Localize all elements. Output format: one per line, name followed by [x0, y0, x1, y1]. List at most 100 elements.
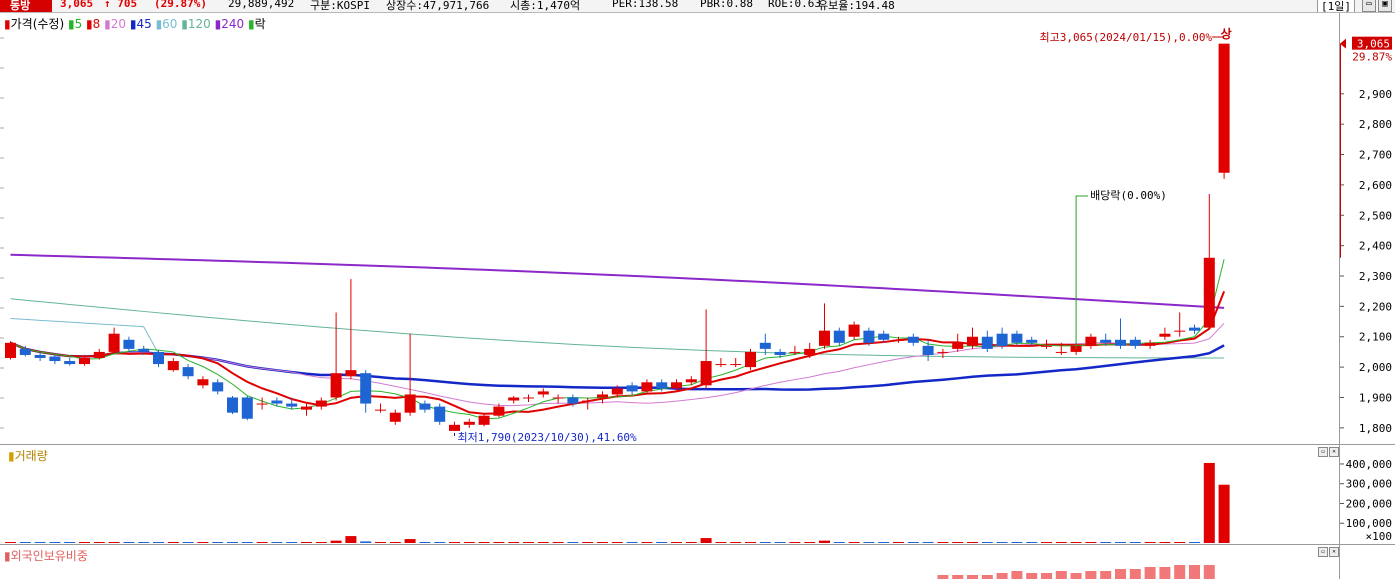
volume-bar	[1203, 462, 1215, 543]
panel-close-icon[interactable]: ✕	[1329, 447, 1339, 457]
volume-bar	[375, 542, 386, 543]
candle-body	[49, 356, 61, 362]
volume-bar	[552, 542, 564, 543]
candle-body	[1055, 351, 1067, 353]
minimize-icon[interactable]: ▭	[1362, 0, 1376, 12]
candle-body	[241, 397, 253, 419]
legend-ma8[interactable]: 8	[92, 17, 101, 31]
candle-body	[537, 391, 549, 395]
candle-body	[375, 409, 386, 411]
y-axis-line	[1339, 13, 1340, 579]
foreign-title-icon: ▮	[4, 549, 11, 563]
foreign-bar	[1144, 567, 1156, 579]
candle-body	[212, 382, 224, 392]
volume-bar	[182, 542, 194, 543]
candle-body	[996, 333, 1008, 346]
legend-ma45[interactable]: 45	[136, 17, 152, 31]
candle-body	[774, 351, 786, 355]
price-change: ↑ 705	[104, 0, 138, 10]
foreign-bar	[1011, 571, 1023, 579]
candle-body	[478, 415, 490, 425]
volume-bar	[123, 542, 135, 543]
candle-body	[878, 333, 890, 340]
foreign-bar	[1085, 571, 1097, 579]
volume-bar	[952, 542, 964, 543]
period-selector[interactable]: [1일]	[1317, 0, 1355, 12]
volume-bar	[478, 542, 490, 543]
volume-bar	[508, 542, 520, 543]
candle-body	[1159, 333, 1171, 337]
candle-body	[789, 351, 801, 353]
candle-body	[123, 339, 135, 349]
panel-divider[interactable]	[0, 544, 1395, 545]
candle-body	[819, 330, 830, 346]
volume-bar	[626, 542, 638, 543]
candle-body	[286, 403, 298, 407]
candle-body	[34, 354, 46, 358]
volume-bar	[315, 542, 327, 543]
volume-title[interactable]: 거래량	[14, 449, 48, 463]
legend-price-icon: ▮	[4, 17, 11, 31]
candle-body	[952, 342, 964, 349]
stock-info-bar: 동방 3,065 ↑ 705 (29.87%) 29,889,492 구분:KO…	[0, 0, 1395, 13]
legend-ma120[interactable]: 120	[187, 17, 211, 31]
volume-bar	[1144, 542, 1156, 543]
foreign-bar	[1159, 567, 1171, 579]
foreign-bar	[1174, 565, 1186, 579]
candle-body	[685, 379, 697, 383]
candle-body	[360, 373, 372, 404]
candle-body	[182, 367, 194, 377]
foreign-bar	[1189, 565, 1200, 579]
stock-name[interactable]: 동방	[0, 0, 52, 12]
candle-body	[715, 364, 727, 366]
candle-body	[641, 382, 653, 392]
volume-bar	[745, 542, 756, 543]
legend-price[interactable]: 가격(수정)	[10, 17, 65, 31]
volume-bar	[256, 542, 268, 543]
panel-minimize-icon[interactable]: ▭	[1318, 447, 1328, 457]
volume-bar	[64, 542, 76, 543]
y-tick-label: 2,500	[1359, 209, 1392, 222]
volume-bar	[715, 542, 727, 543]
candle-body	[1011, 333, 1023, 343]
candle-body	[893, 339, 904, 341]
candle-body	[227, 397, 238, 413]
y-tick-label: 2,600	[1359, 179, 1392, 192]
volume-bar	[582, 542, 594, 543]
foreign-title[interactable]: 외국인보유비중	[10, 549, 88, 563]
legend-ma240[interactable]: 240	[221, 17, 245, 31]
price-tag-pointer	[1340, 38, 1346, 49]
pct-tag-label: 29.87%	[1352, 51, 1392, 64]
candle-body	[315, 400, 327, 407]
window-icon[interactable]: ▣	[1378, 0, 1392, 12]
candle-body	[567, 397, 579, 404]
legend-ma5[interactable]: 5	[74, 17, 83, 31]
panel-close-icon[interactable]: ✕	[1329, 547, 1339, 557]
volume-bar	[1055, 542, 1067, 543]
price-tag-box	[1352, 36, 1392, 50]
volume-tick-label: 200,000	[1346, 497, 1392, 510]
legend-ma20-icon: ▮	[104, 17, 111, 31]
volume-bar	[1174, 542, 1186, 543]
candle-body	[1100, 339, 1112, 343]
candle-body	[345, 370, 357, 377]
y-tick-label: 2,800	[1359, 118, 1392, 131]
volume-bar	[730, 542, 742, 543]
volume-bar	[937, 542, 949, 543]
panel-minimize-icon[interactable]: ▭	[1318, 547, 1328, 557]
volume-bar	[1189, 542, 1200, 543]
candle-body	[256, 403, 268, 405]
candle-body	[64, 361, 76, 365]
legend-ma20[interactable]: 20	[110, 17, 127, 31]
foreign-bar	[1115, 569, 1126, 579]
panel-divider[interactable]	[0, 444, 1395, 445]
ma45-line	[10, 341, 1225, 391]
listed-shares: 상장수:47,971,766	[386, 0, 490, 12]
legend-ex[interactable]: 락	[254, 17, 266, 31]
legend-ma60[interactable]: 60	[162, 17, 178, 31]
candle-body	[167, 361, 179, 371]
candle-body	[108, 333, 120, 352]
candle-body	[301, 406, 312, 410]
volume-bar	[893, 542, 904, 543]
